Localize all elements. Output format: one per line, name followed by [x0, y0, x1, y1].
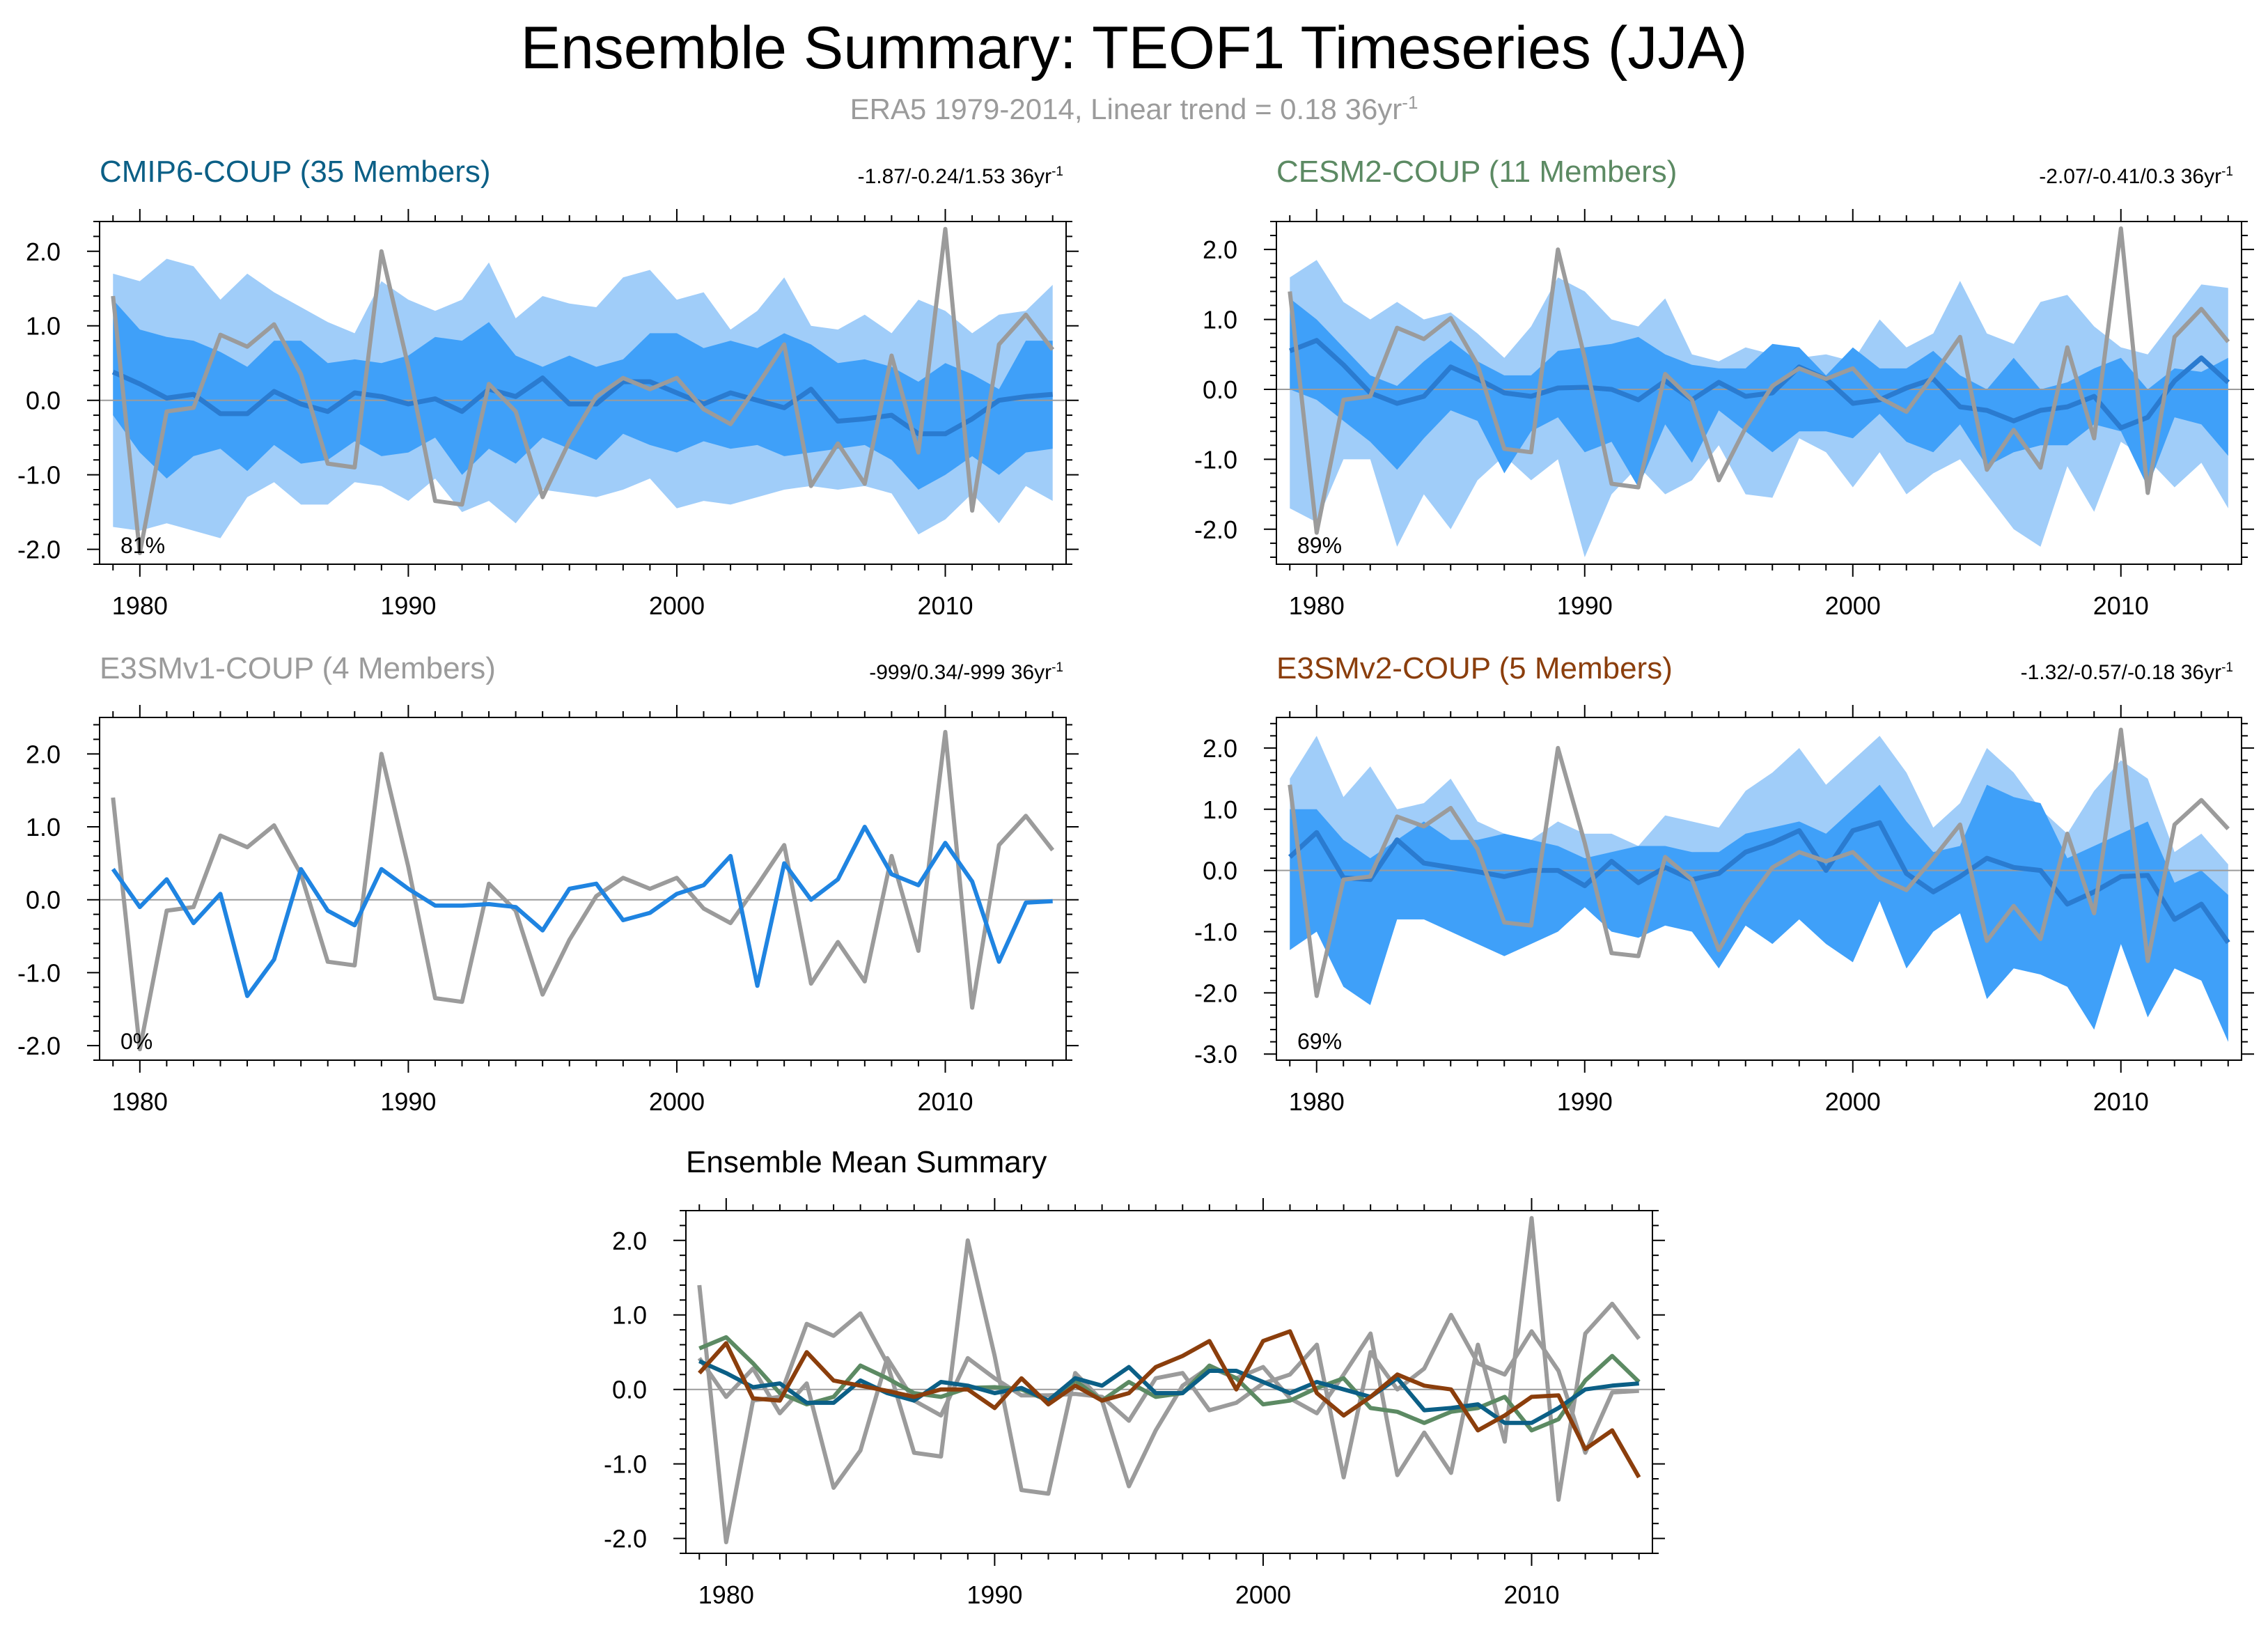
cmip6-xtick-label: 1990 — [380, 591, 436, 620]
cesm2-percent-label: 89% — [1297, 533, 1342, 558]
cmip6-ytick-label: 2.0 — [26, 238, 61, 266]
cesm2-frame — [1276, 221, 2242, 565]
cmip6-xtick-label: 2010 — [917, 591, 973, 620]
e3smv1-mean-line — [111, 825, 1053, 998]
summary-ytick-label: 0.0 — [612, 1376, 647, 1404]
summary-xtick-label: 1980 — [698, 1580, 754, 1609]
e3smv1-ytick-label: 1.0 — [26, 813, 61, 841]
e3smv2-ytick-label: 0.0 — [1203, 857, 1237, 885]
e3smv1-xtick-label: 1980 — [112, 1087, 168, 1116]
e3smv2-panel-title: E3SMv2-COUP (5 Members) — [1276, 651, 1673, 685]
cesm2-ytick-label: -1.0 — [1194, 445, 1237, 474]
e3smv1-panel-title: E3SMv1-COUP (4 Members) — [100, 651, 496, 685]
e3smv2-mean-line — [1288, 820, 2230, 945]
cmip6-inner-band — [113, 300, 1053, 490]
summary-ytick-label: 1.0 — [612, 1301, 647, 1330]
e3smv2-xtick-label: 1980 — [1289, 1087, 1345, 1116]
summary-series-1-line — [697, 1312, 1639, 1490]
cesm2-xtick-label: 2010 — [2093, 591, 2149, 620]
e3smv2-percent-label: 69% — [1297, 1029, 1342, 1054]
summary-chart: 2.0 1.0 0.0 -1.0 -2.0 1980 1990 2000 2010 — [604, 1198, 1665, 1609]
e3smv2-ytick-label: -3.0 — [1194, 1040, 1237, 1069]
cmip6-ytick-label: 0.0 — [26, 387, 61, 415]
e3smv2-trend-label: -1.32/-0.57/-0.18 36yr-1 — [2020, 660, 2233, 684]
e3smv1-chart: 2.0 1.0 0.0 -1.0 -2.0 1980 1990 2000 2010 0% — [17, 705, 1079, 1116]
cmip6-panel-title: CMIP6-COUP (35 Members) — [100, 155, 491, 189]
cesm2-ytick-label: -2.0 — [1194, 515, 1237, 544]
subtitle-text: ERA5 1979-2014, Linear trend = 0.18 36yr — [850, 93, 1402, 125]
e3smv1-ytick-label: -2.0 — [17, 1032, 61, 1060]
cesm2-xtick-label: 1980 — [1289, 591, 1345, 620]
cmip6-chart: 2.0 1.0 0.0 -1.0 -2.0 1980 1990 2000 2010 81% — [17, 209, 1079, 620]
summary-series-4-line — [698, 1329, 1641, 1479]
e3smv2-frame — [1276, 717, 2242, 1061]
summary-panel-title: Ensemble Mean Summary — [686, 1145, 1047, 1179]
cesm2-obs-line — [1288, 226, 2230, 535]
e3smv1-ytick-label: 2.0 — [26, 740, 61, 768]
summary-xtick-label: 1990 — [967, 1580, 1022, 1609]
e3smv1-ytick-label: -1.0 — [17, 958, 61, 987]
e3smv2-ytick-label: -1.0 — [1194, 918, 1237, 947]
e3smv2-ytick-label: -2.0 — [1194, 979, 1237, 1007]
e3smv2-xtick-label: 2010 — [2093, 1087, 2149, 1116]
e3smv1-frame — [99, 717, 1067, 1061]
cmip6-xtick-label: 1980 — [112, 591, 168, 620]
e3smv1-trend-label: -999/0.34/-999 36yr-1 — [869, 660, 1063, 684]
figure-title: Ensemble Summary: TEOF1 Timeseries (JJA) — [520, 15, 1748, 81]
summary-xtick-label: 2000 — [1235, 1580, 1291, 1609]
cesm2-ytick-label: 2.0 — [1203, 235, 1237, 264]
e3smv2-obs-line — [1288, 727, 2230, 998]
summary-series-0-line — [697, 1215, 1641, 1544]
cesm2-panel-title: CESM2-COUP (11 Members) — [1276, 155, 1677, 189]
cesm2-xtick-label: 2000 — [1825, 591, 1881, 620]
cesm2-chart: 2.0 1.0 0.0 -1.0 -2.0 1980 1990 2000 2010 89% — [1194, 209, 2254, 620]
cmip6-mean-line — [111, 369, 1053, 437]
cesm2-ytick-label: 1.0 — [1203, 306, 1237, 334]
summary-ytick-label: -2.0 — [604, 1525, 647, 1553]
summary-ytick-label: 2.0 — [612, 1227, 647, 1255]
cmip6-percent-label: 81% — [120, 533, 165, 558]
summary-xtick-label: 2010 — [1503, 1580, 1559, 1609]
e3smv1-xtick-label: 2010 — [917, 1087, 973, 1116]
cmip6-ytick-label: -1.0 — [17, 461, 61, 490]
cmip6-trend-label: -1.87/-0.24/1.53 36yr-1 — [857, 164, 1063, 188]
cesm2-xtick-label: 1990 — [1557, 591, 1613, 620]
e3smv2-xtick-label: 2000 — [1825, 1087, 1881, 1116]
cesm2-mean-line — [1289, 338, 2230, 430]
cmip6-ytick-label: 1.0 — [26, 312, 61, 341]
e3smv1-xtick-label: 1990 — [380, 1087, 436, 1116]
cmip6-frame — [99, 221, 1067, 565]
summary-ytick-label: -1.0 — [604, 1450, 647, 1479]
e3smv2-ytick-label: 2.0 — [1203, 734, 1237, 763]
e3smv1-percent-label: 0% — [120, 1029, 152, 1054]
e3smv2-chart: 2.0 1.0 0.0 -1.0 -2.0 -3.0 1980 1990 2000 2010 69% — [1194, 705, 2254, 1116]
e3smv2-xtick-label: 1990 — [1557, 1087, 1613, 1116]
subtitle-superscript: -1 — [1402, 92, 1418, 113]
summary-frame — [685, 1210, 1653, 1554]
cesm2-trend-label: -2.07/-0.41/0.3 36yr-1 — [2039, 164, 2233, 188]
cmip6-obs-line — [111, 226, 1055, 555]
e3smv2-inner-band — [1290, 784, 2228, 1042]
cmip6-ytick-label: -2.0 — [17, 536, 61, 564]
cmip6-xtick-label: 2000 — [649, 591, 705, 620]
e3smv2-ytick-label: 1.0 — [1203, 795, 1237, 824]
e3smv1-obs-line — [111, 729, 1055, 1052]
e3smv1-xtick-label: 2000 — [649, 1087, 705, 1116]
cesm2-ytick-label: 0.0 — [1203, 375, 1237, 404]
figure-subtitle: ERA5 1979-2014, Linear trend = 0.18 36yr… — [0, 92, 2268, 126]
e3smv1-ytick-label: 0.0 — [26, 886, 61, 915]
